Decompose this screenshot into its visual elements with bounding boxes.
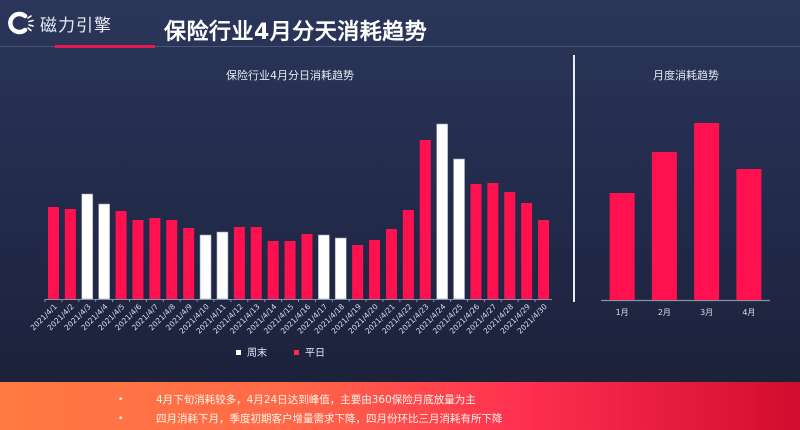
- bar-2021/4/19: [352, 245, 364, 299]
- bar-2021/4/23: [419, 140, 431, 299]
- bar-2月: [651, 152, 677, 300]
- bar-2021/4/12: [233, 227, 245, 299]
- x-tick-label: 4月: [742, 308, 755, 317]
- bar-2021/4/6: [132, 220, 144, 299]
- daily-chart-title: 保险行业4月分日消耗趋势: [226, 68, 354, 82]
- bar-2021/4/24: [436, 123, 448, 300]
- bar-2021/4/18: [334, 237, 347, 300]
- logo-mark-icon: [8, 11, 34, 35]
- chart-divider: [573, 55, 575, 302]
- bar-2021/4/3: [81, 193, 94, 300]
- bar-2021/4/5: [115, 211, 127, 299]
- legend-swatch-weekend: [236, 350, 241, 355]
- bullet-icon: •: [118, 395, 124, 405]
- bar-2021/4/28: [504, 192, 516, 299]
- bullet-icon: •: [118, 414, 124, 424]
- legend-swatch-weekday: [294, 350, 299, 355]
- bar-2021/4/27: [487, 183, 499, 299]
- legend-label-weekend: 周末: [247, 346, 267, 359]
- charts-canvas: 保险行业4月分日消耗趋势 月度消耗趋势 2021/4/12021/4/22021…: [29, 68, 770, 359]
- bar-2021/4/25: [453, 158, 465, 300]
- bar-2021/4/15: [284, 241, 296, 299]
- monthly-chart-title: 月度消耗趋势: [653, 68, 719, 82]
- bar-3月: [694, 123, 720, 300]
- bar-2021/4/22: [402, 210, 414, 299]
- bar-2021/4/8: [166, 220, 178, 299]
- legend: 周末 平日: [236, 346, 325, 359]
- header-divider: [0, 46, 800, 47]
- bar-2021/4/4: [98, 203, 110, 300]
- bar-2021/4/29: [521, 203, 533, 299]
- daily-chart: 2021/4/12021/4/22021/4/32021/4/42021/4/5…: [29, 123, 552, 336]
- bar-2021/4/20: [369, 240, 381, 299]
- logo: 磁力引擎: [8, 10, 112, 36]
- legend-label-weekday: 平日: [305, 348, 325, 359]
- page-title: 保险行业4月分天消耗趋势: [164, 20, 428, 45]
- bar-2021/4/11: [216, 231, 229, 300]
- summary-footer: • 4月下旬消耗较多，4月24日达到峰值，主要由360保险月底放量为主 • 四月消耗…: [0, 382, 800, 430]
- bar-2021/4/14: [267, 241, 279, 299]
- bar-2021/4/7: [149, 218, 161, 299]
- bar-4月: [736, 169, 762, 300]
- bar-2021/4/9: [183, 228, 195, 299]
- bar-2021/4/30: [538, 220, 550, 299]
- x-tick-label: 2月: [658, 308, 671, 317]
- summary-text: 4月下旬消耗较多，4月24日达到峰值，主要由360保险月底放量为主: [156, 394, 476, 406]
- logo-text: 磁力引擎: [40, 15, 112, 36]
- bar-2021/4/21: [385, 229, 397, 299]
- bar-2021/4/13: [250, 227, 262, 299]
- header-accent-bar: [55, 45, 155, 48]
- monthly-chart: 1月 2月 3月 4月: [601, 123, 770, 317]
- bar-2021/4/10: [199, 234, 212, 300]
- x-tick-label: 1月: [616, 308, 629, 317]
- bar-2021/4/17: [318, 234, 330, 300]
- summary-text: 四月消耗下月，季度初期客户增量需求下降，四月份环比三月消耗有所下降: [156, 413, 503, 425]
- bar-2021/4/2: [64, 209, 76, 299]
- bar-2021/4/1: [47, 207, 59, 299]
- summary-bullet: • 四月消耗下月，季度初期客户增量需求下降，四月份环比三月消耗有所下降: [118, 410, 503, 429]
- summary-bullet: • 4月下旬消耗较多，4月24日达到峰值，主要由360保险月底放量为主: [118, 391, 503, 410]
- bar-1月: [609, 193, 635, 300]
- x-tick-label: 3月: [700, 308, 713, 317]
- bar-2021/4/16: [301, 234, 313, 299]
- bar-2021/4/26: [470, 184, 482, 299]
